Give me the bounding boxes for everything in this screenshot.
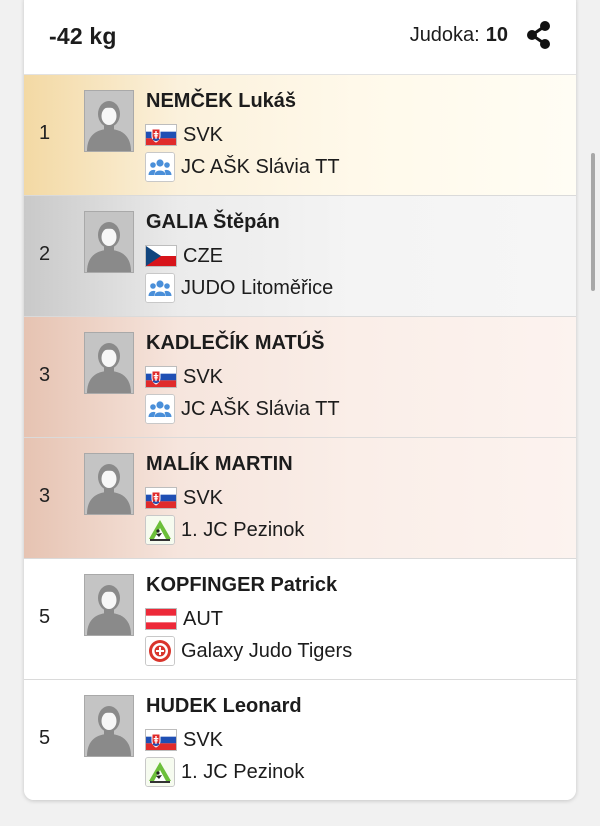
- club-name[interactable]: 1. JC Pezinok: [181, 760, 305, 783]
- result-row[interactable]: 3 KADLEČÍK MATÚŠ SVK JC AŠK Slávia TT: [24, 317, 576, 438]
- results-list: 1 NEMČEK Lukáš SVK JC AŠK Slávia TT 2: [24, 75, 576, 800]
- flag-svk-icon: [145, 124, 177, 146]
- athlete-name[interactable]: NEMČEK Lukáš: [146, 90, 297, 112]
- athlete-name[interactable]: MALÍK MARTIN: [146, 453, 293, 475]
- weight-category: -42 kg: [49, 23, 117, 49]
- country-line: AUT: [145, 605, 223, 633]
- country-code: SVK: [183, 728, 224, 751]
- flag-svk-icon: [145, 487, 177, 509]
- judoka-count-label: Judoka:: [409, 24, 480, 46]
- avatar-placeholder-icon: [84, 90, 134, 152]
- rank: 5: [39, 606, 51, 628]
- club-name[interactable]: Galaxy Judo Tigers: [181, 639, 353, 662]
- club-group-icon: [145, 394, 175, 424]
- avatar-placeholder-icon: [84, 453, 134, 515]
- flag-svk-icon: [145, 729, 177, 751]
- flag-svk-icon: [145, 366, 177, 388]
- country-code: SVK: [183, 486, 224, 509]
- country-line: SVK: [145, 726, 223, 754]
- club-name[interactable]: JC AŠK Slávia TT: [181, 155, 340, 178]
- result-row[interactable]: 3 MALÍK MARTIN SVK 1. JC Pezinok: [24, 438, 576, 559]
- club-name[interactable]: JC AŠK Slávia TT: [181, 397, 340, 420]
- judoka-count-value: 10: [485, 24, 508, 46]
- rank: 2: [39, 243, 51, 265]
- country-code: CZE: [183, 244, 223, 267]
- club-name[interactable]: JUDO Litoměřice: [181, 276, 334, 299]
- judoka-count: Judoka: 10: [410, 24, 508, 47]
- flag-aut-icon: [145, 608, 177, 630]
- athlete-name[interactable]: GALIA Štěpán: [146, 211, 280, 233]
- country-line: CZE: [145, 242, 223, 270]
- rank: 3: [39, 485, 51, 507]
- result-row[interactable]: 5 HUDEK Leonard SVK 1. JC Pezinok: [24, 680, 576, 800]
- athlete-name[interactable]: HUDEK Leonard: [146, 695, 302, 717]
- result-row[interactable]: 1 NEMČEK Lukáš SVK JC AŠK Slávia TT: [24, 75, 576, 196]
- category-header: -42 kg Judoka: 10: [24, 0, 576, 75]
- country-line: SVK: [145, 121, 223, 149]
- athlete-name[interactable]: KADLEČÍK MATÚŠ: [146, 332, 325, 354]
- scrollbar[interactable]: [591, 153, 595, 291]
- results-card: -42 kg Judoka: 10 1 NEM: [24, 0, 576, 800]
- country-code: SVK: [183, 365, 224, 388]
- athlete-name[interactable]: KOPFINGER Patrick: [146, 574, 338, 596]
- club-line[interactable]: 1. JC Pezinok: [145, 515, 305, 545]
- country-code: AUT: [183, 607, 223, 630]
- club-name[interactable]: 1. JC Pezinok: [181, 518, 305, 541]
- club-group-icon: [145, 273, 175, 303]
- club-line[interactable]: JC AŠK Slávia TT: [145, 394, 340, 424]
- rank: 1: [39, 122, 51, 144]
- avatar-placeholder-icon: [84, 332, 134, 394]
- country-line: SVK: [145, 484, 223, 512]
- avatar-placeholder-icon: [84, 574, 134, 636]
- club-galaxy-logo: [145, 636, 175, 666]
- club-line[interactable]: Galaxy Judo Tigers: [145, 636, 353, 666]
- club-line[interactable]: JUDO Litoměřice: [145, 273, 334, 303]
- country-code: SVK: [183, 123, 224, 146]
- club-group-icon: [145, 152, 175, 182]
- result-row[interactable]: 5 KOPFINGER Patrick AUT Galaxy Judo Tige…: [24, 559, 576, 680]
- avatar-placeholder-icon: [84, 695, 134, 757]
- club-line[interactable]: JC AŠK Slávia TT: [145, 152, 340, 182]
- club-pezinok-logo: [145, 515, 175, 545]
- rank: 5: [39, 727, 51, 749]
- result-row[interactable]: 2 GALIA Štěpán CZE JUDO Litoměřice: [24, 196, 576, 317]
- club-line[interactable]: 1. JC Pezinok: [145, 757, 305, 787]
- share-icon[interactable]: [524, 20, 554, 50]
- club-pezinok-logo: [145, 757, 175, 787]
- flag-cze-icon: [145, 245, 177, 267]
- rank: 3: [39, 364, 51, 386]
- country-line: SVK: [145, 363, 223, 391]
- avatar-placeholder-icon: [84, 211, 134, 273]
